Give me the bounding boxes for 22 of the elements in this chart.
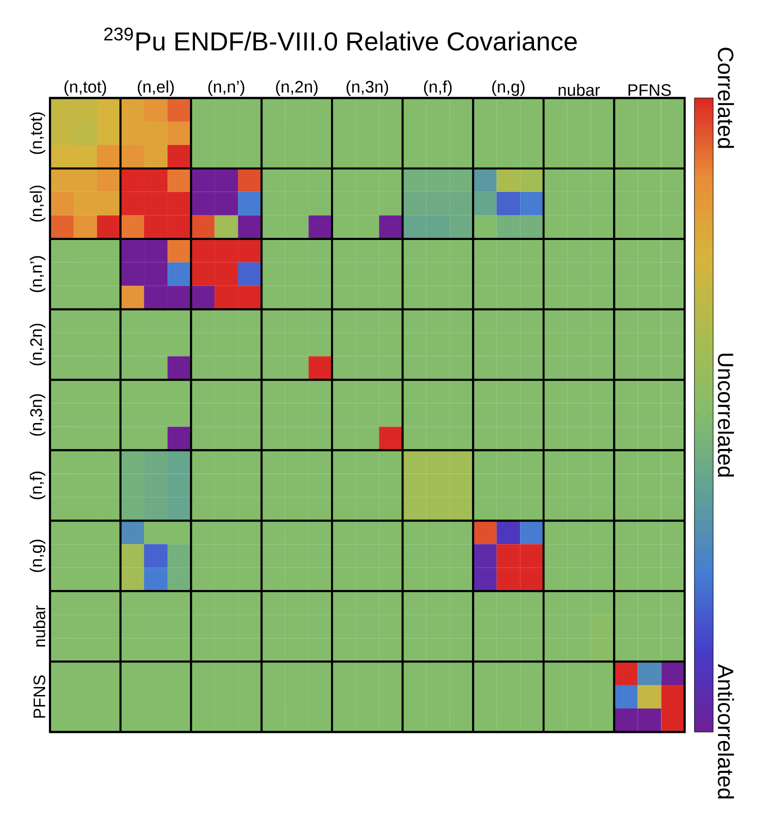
y-tick-label: (n,f): [30, 472, 46, 500]
y-tick-label: (n,el): [30, 186, 46, 222]
chart-title: $^{239}$Pu ENDF/B-VIII.0 Relative Covariance: [104, 28, 577, 51]
y-tick-label: (n,2n): [30, 324, 46, 366]
y-tick-label: nubar: [33, 605, 46, 647]
y-tick-label: (n,n’): [30, 256, 46, 292]
y-tick-label: (n,g): [30, 540, 46, 572]
x-tick-label: nubar: [558, 84, 600, 96]
x-tick-label: (n,2n): [276, 80, 318, 96]
color-bar-label: Correlated: [718, 48, 734, 148]
x-tick-label: (n,f): [424, 80, 452, 96]
x-tick-label: (n,el): [138, 80, 174, 96]
x-tick-label: PFNS: [628, 84, 671, 96]
x-tick-label: (n,n’): [208, 80, 244, 96]
color-bar-label: Anticorrelated: [718, 664, 734, 798]
y-tick-label: PFNS: [34, 675, 46, 718]
y-tick-label: (n,tot): [30, 112, 46, 154]
y-tick-label: (n,3n): [30, 394, 46, 436]
x-tick-label: (n,tot): [64, 80, 106, 96]
x-tick-label: (n,3n): [346, 80, 388, 96]
x-tick-label: (n,g): [492, 80, 524, 96]
color-bar-label: Uncorrelated: [718, 354, 734, 477]
